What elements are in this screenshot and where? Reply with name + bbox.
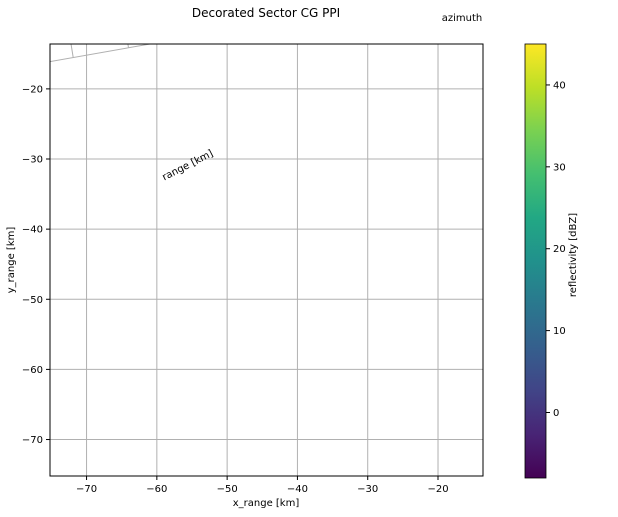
y-tick-label: −50 xyxy=(22,295,43,306)
x-axis: −70 −60 −50 −40 −30 −20 xyxy=(76,476,449,495)
plot-frame xyxy=(49,43,484,477)
x-tick-label: −30 xyxy=(357,484,378,495)
azimuth-line xyxy=(50,44,153,63)
chart-title: Decorated Sector CG PPI xyxy=(192,6,340,20)
colorbar xyxy=(524,43,547,479)
x-tick-label: −70 xyxy=(76,484,97,495)
y-tick-label: −60 xyxy=(22,365,43,376)
y-axis: −20 −30 −40 −50 −60 −70 xyxy=(22,84,50,446)
x-tick-label: −40 xyxy=(287,484,308,495)
azimuth-title: azimuth xyxy=(442,13,483,24)
colorbar-tick-label: 40 xyxy=(553,80,566,91)
colorbar-tick-label: 20 xyxy=(553,244,566,255)
x-tick-label: −50 xyxy=(217,484,238,495)
plot-area xyxy=(50,0,611,476)
y-tick-label: −30 xyxy=(22,155,43,166)
x-tick-label: −20 xyxy=(427,484,448,495)
grid-lines xyxy=(50,0,611,476)
x-axis-label: x_range [km] xyxy=(233,498,300,509)
colorbar-label: reflectivity [dBZ] xyxy=(568,213,579,297)
colorbar-ticks: 0 10 20 30 40 xyxy=(546,80,566,419)
colorbar-tick-label: 0 xyxy=(553,408,559,419)
x-tick-label: −60 xyxy=(146,484,167,495)
colorbar-tick-label: 10 xyxy=(553,326,566,337)
range-ring xyxy=(347,0,611,9)
y-tick-label: −70 xyxy=(22,435,43,446)
range-axis-label: range [km] xyxy=(161,148,216,183)
colorbar-tick-label: 30 xyxy=(553,162,566,173)
y-tick-label: −40 xyxy=(22,225,43,236)
y-axis-label: y_range [km] xyxy=(6,227,17,294)
y-tick-label: −20 xyxy=(22,84,43,95)
